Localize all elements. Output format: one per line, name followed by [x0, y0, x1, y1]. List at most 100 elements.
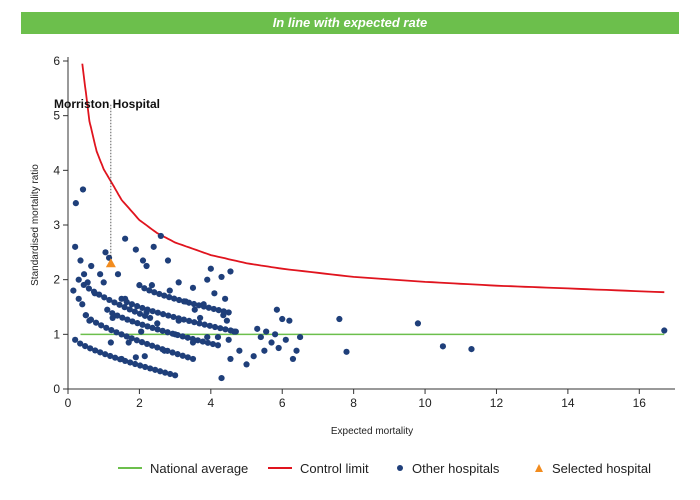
hospital-point: [189, 335, 196, 343]
hospital-point: [275, 344, 282, 352]
hospital-point: [144, 323, 151, 330]
hospital-point: [201, 321, 208, 328]
hospital-point: [211, 323, 219, 331]
hospital-point: [72, 200, 79, 207]
hospital-point: [232, 328, 239, 335]
hospital-point: [118, 331, 125, 338]
hospital-point: [336, 315, 343, 323]
hospital-point: [111, 299, 118, 306]
x-axis-label: Expected mortality: [331, 426, 413, 437]
hospital-point: [82, 312, 89, 319]
legend-item-other-hospitals: Other hospitals: [396, 458, 499, 478]
hospital-point: [138, 339, 146, 346]
hospital-point: [162, 369, 169, 376]
hospital-point: [261, 347, 268, 354]
hospital-point: [189, 355, 197, 363]
hospital-point: [225, 336, 232, 343]
y-axis-label: Standardised mortality ratio: [30, 164, 41, 286]
hospital-point: [171, 295, 178, 302]
line-swatch-icon: [268, 467, 292, 469]
hospital-point: [121, 304, 128, 311]
other-hospitals-series: [70, 186, 668, 382]
hospital-point: [157, 232, 164, 240]
hospital-point: [268, 339, 275, 346]
x-tick-label: 8: [350, 396, 357, 410]
hospital-point: [129, 318, 136, 325]
hospital-point: [96, 291, 103, 298]
hospital-point: [243, 361, 250, 368]
legend-label-national-average: National average: [150, 460, 249, 476]
hospital-point: [123, 298, 130, 306]
hospital-point: [146, 287, 153, 294]
hospital-point: [156, 290, 163, 298]
hospital-point: [143, 262, 150, 270]
hospital-point: [132, 354, 139, 361]
hospital-point: [286, 317, 293, 324]
hospital-point: [218, 374, 225, 382]
hospital-point: [279, 315, 286, 323]
hospital-point: [166, 287, 173, 294]
hospital-point: [122, 235, 129, 242]
hospital-point: [139, 304, 146, 312]
hospital-point: [90, 288, 98, 295]
hospital-point: [154, 320, 161, 327]
hospital-point: [80, 271, 88, 278]
legend-label-selected-hospital: Selected hospital: [552, 460, 652, 476]
hospital-point: [184, 354, 191, 361]
hospital-point: [195, 302, 203, 309]
hospital-point: [148, 282, 156, 289]
y-tick-label: 3: [53, 218, 60, 232]
hospital-point: [223, 317, 230, 324]
hospital-point: [102, 351, 109, 358]
hospital-point: [217, 325, 224, 332]
hospital-point: [214, 333, 222, 341]
hospital-point: [225, 309, 232, 316]
y-tick-label: 0: [53, 382, 60, 396]
hospital-point: [112, 354, 119, 361]
hospital-point: [254, 325, 261, 332]
hospital-point: [218, 273, 225, 281]
hospital-point: [141, 285, 148, 292]
hospital-point: [209, 340, 217, 348]
control-limit-curve: [81, 63, 665, 294]
hospital-point: [127, 359, 134, 366]
y-tick-label: 2: [53, 273, 60, 287]
hospital-point: [151, 289, 158, 296]
hospital-point: [152, 366, 159, 373]
x-tick-label: 10: [418, 396, 432, 410]
hospital-point: [236, 347, 243, 354]
hospital-point: [72, 243, 79, 250]
hospital-point: [282, 336, 289, 343]
hospital-point: [138, 328, 145, 335]
hospital-point: [227, 268, 234, 275]
hospital-point: [102, 249, 109, 256]
hospital-point: [661, 327, 668, 334]
hospital-point: [154, 326, 161, 333]
hospital-point: [128, 301, 136, 308]
hospital-point: [106, 296, 113, 304]
hospital-point: [205, 304, 212, 311]
hospital-point: [147, 314, 154, 322]
hospital-point: [141, 353, 148, 360]
hospital-point: [79, 186, 87, 193]
x-tick-label: 12: [490, 396, 504, 410]
hospital-point: [185, 317, 193, 325]
hospital-point: [137, 362, 144, 369]
hospital-point: [169, 330, 176, 337]
hospital-point: [167, 370, 174, 378]
hospital-point: [257, 333, 264, 341]
hospital-point: [72, 336, 79, 343]
triangle-marker-icon: [535, 464, 543, 472]
hospital-point: [220, 308, 227, 315]
hospital-point: [210, 305, 217, 313]
hospital-point: [147, 365, 154, 372]
hospital-point: [174, 351, 181, 358]
hospital-point: [273, 306, 280, 313]
hospital-point: [196, 320, 203, 327]
y-tick-label: 1: [53, 327, 60, 341]
hospital-point: [166, 294, 173, 301]
hospital-point: [189, 284, 197, 291]
hospital-point: [214, 342, 222, 349]
hospital-point: [194, 337, 201, 344]
hospital-point: [200, 303, 207, 310]
